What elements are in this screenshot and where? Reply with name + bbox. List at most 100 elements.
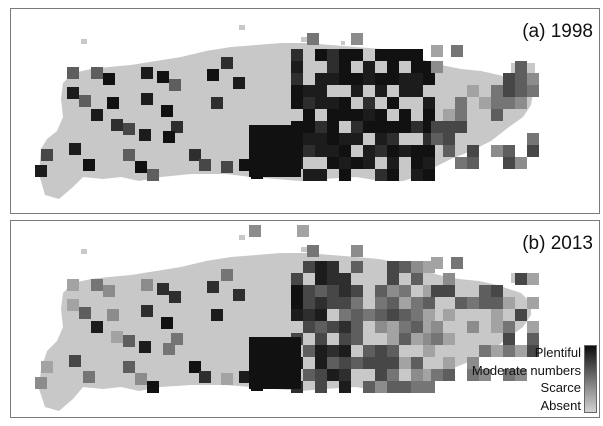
grid-cell bbox=[455, 157, 467, 169]
grid-cell bbox=[303, 133, 315, 145]
grid-cell bbox=[339, 49, 351, 61]
grid-cell bbox=[327, 97, 339, 109]
grid-cell bbox=[515, 273, 527, 285]
grid-cell bbox=[423, 345, 435, 357]
grid-cell bbox=[189, 361, 201, 373]
grid-cell bbox=[315, 85, 327, 97]
grid-cell bbox=[399, 109, 411, 121]
grid-cell bbox=[387, 97, 399, 109]
grid-cell bbox=[387, 121, 399, 133]
grid-cell bbox=[411, 157, 423, 169]
grid-cell bbox=[327, 297, 339, 309]
grid-cell bbox=[239, 371, 251, 383]
grid-cell bbox=[399, 297, 411, 309]
grid-cell bbox=[139, 341, 151, 353]
grid-cell bbox=[423, 157, 435, 169]
grid-cell bbox=[527, 333, 539, 345]
grid-cell bbox=[503, 73, 515, 85]
grid-cell bbox=[491, 85, 503, 97]
grid-cell bbox=[41, 149, 53, 161]
grid-cell bbox=[135, 161, 147, 173]
grid-cell bbox=[411, 333, 423, 345]
grid-cell bbox=[303, 345, 315, 357]
grid-cell bbox=[297, 225, 309, 237]
grid-cell bbox=[431, 257, 443, 269]
grid-cell bbox=[351, 245, 363, 257]
grid-cell bbox=[291, 73, 303, 85]
grid-cell bbox=[221, 373, 233, 385]
grid-cell bbox=[375, 369, 387, 381]
grid-cell bbox=[387, 145, 399, 157]
grid-cell bbox=[375, 309, 387, 321]
grid-cell bbox=[443, 285, 455, 297]
grid-cell bbox=[363, 121, 375, 133]
map-2013-svg bbox=[35, 225, 539, 411]
grid-cell bbox=[491, 345, 503, 357]
grid-cell bbox=[411, 297, 423, 309]
grid-cell bbox=[351, 85, 363, 97]
grid-cell bbox=[339, 333, 351, 345]
grid-cell bbox=[363, 61, 375, 73]
grid-cell bbox=[79, 95, 91, 107]
grid-cell bbox=[363, 345, 375, 357]
grid-cell bbox=[123, 361, 135, 373]
grid-cell bbox=[249, 225, 261, 237]
grid-cell bbox=[363, 157, 375, 169]
grid-cell bbox=[91, 67, 103, 79]
grid-cell bbox=[431, 133, 443, 145]
grid-cell bbox=[339, 157, 351, 169]
grid-cell bbox=[327, 121, 339, 133]
grid-cell bbox=[339, 133, 351, 145]
grid-cell bbox=[327, 61, 339, 73]
grid-cell bbox=[233, 77, 245, 89]
grid-cell bbox=[291, 49, 303, 61]
legend-labels: Plentiful Moderate numbers Scarce Absent bbox=[472, 345, 584, 413]
grid-cell bbox=[351, 157, 363, 169]
grid-cell bbox=[479, 297, 491, 309]
grid-cell bbox=[375, 73, 387, 85]
abundance-legend: Plentiful Moderate numbers Scarce Absent bbox=[472, 345, 597, 413]
grid-cell bbox=[527, 133, 539, 145]
grid-cell bbox=[375, 121, 387, 133]
grid-cell bbox=[351, 109, 363, 121]
grid-cell bbox=[387, 133, 399, 145]
grid-cell bbox=[527, 297, 539, 309]
grid-cell bbox=[123, 335, 135, 347]
grid-cell bbox=[387, 345, 399, 357]
grid-cell bbox=[339, 73, 351, 85]
grid-cell bbox=[451, 45, 463, 57]
grid-cell bbox=[411, 369, 423, 381]
grid-cell bbox=[315, 333, 327, 345]
grid-cell bbox=[141, 93, 153, 105]
grid-cell bbox=[467, 297, 479, 309]
grid-cell bbox=[515, 369, 527, 381]
grid-cell bbox=[339, 345, 351, 357]
grid-cell bbox=[411, 273, 423, 285]
grid-cell bbox=[375, 169, 387, 181]
grid-cell bbox=[327, 73, 339, 85]
grid-cell bbox=[41, 361, 53, 373]
grid-cell bbox=[291, 85, 303, 97]
grid-cell bbox=[443, 333, 455, 345]
map-1998-svg bbox=[35, 25, 539, 199]
grid-cell bbox=[315, 357, 327, 369]
grid-cell bbox=[111, 119, 123, 131]
grid-cell bbox=[303, 145, 315, 157]
grid-cell bbox=[207, 69, 219, 81]
grid-cell bbox=[411, 121, 423, 133]
grid-cell bbox=[339, 369, 351, 381]
grid-cell bbox=[239, 159, 251, 171]
grid-cell bbox=[171, 121, 183, 133]
grid-cell bbox=[479, 285, 491, 297]
grid-cell bbox=[363, 145, 375, 157]
grid-cell bbox=[207, 281, 219, 293]
grid-cell bbox=[387, 157, 399, 169]
grid-cell bbox=[515, 309, 527, 321]
grid-cell bbox=[399, 381, 411, 393]
grid-cell bbox=[339, 381, 351, 393]
grid-cell bbox=[375, 109, 387, 121]
grid-cell bbox=[387, 309, 399, 321]
grid-cell bbox=[399, 85, 411, 97]
grid-cell bbox=[157, 283, 169, 295]
grid-cell bbox=[431, 369, 443, 381]
